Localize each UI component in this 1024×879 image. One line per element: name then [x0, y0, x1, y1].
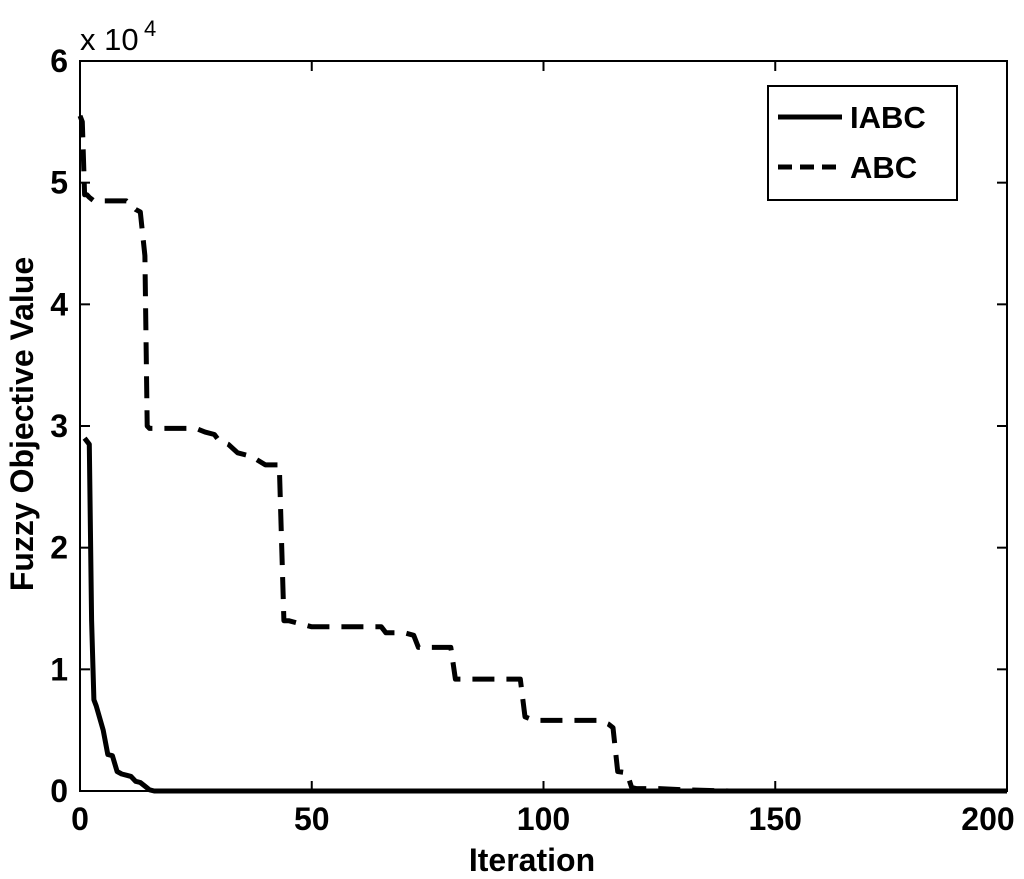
x-tick-label: 200	[961, 801, 1014, 837]
y-multiplier-label: x 10	[80, 22, 139, 57]
x-tick-label: 50	[294, 801, 330, 837]
axes: 0 50 100 150 200 0 1 2 3 4 5 6	[50, 43, 1014, 837]
series-line-iabc	[82, 436, 1007, 794]
legend: IABC ABC	[767, 85, 958, 201]
y-multiplier-exponent: 4	[144, 16, 156, 41]
series-line-abc	[77, 114, 1007, 794]
y-tick-label: 3	[50, 408, 68, 444]
x-tick-label: 100	[517, 801, 570, 837]
y-axis-label: Fuzzy Objective Value	[4, 257, 40, 591]
x-tick-label: 150	[749, 801, 802, 837]
legend-label-abc: ABC	[850, 150, 917, 185]
y-tick-label: 4	[50, 286, 68, 322]
x-tick-label: 0	[71, 801, 89, 837]
y-tick-label: 5	[50, 165, 68, 201]
y-tick-label: 1	[50, 651, 68, 687]
plot-area	[77, 114, 1007, 794]
x-axis-label: Iteration	[469, 842, 595, 878]
y-tick-label: 0	[50, 773, 68, 809]
legend-label-iabc: IABC	[850, 100, 926, 135]
y-tick-label: 2	[50, 530, 68, 566]
legend-box	[767, 85, 958, 201]
y-tick-label: 6	[50, 43, 68, 79]
